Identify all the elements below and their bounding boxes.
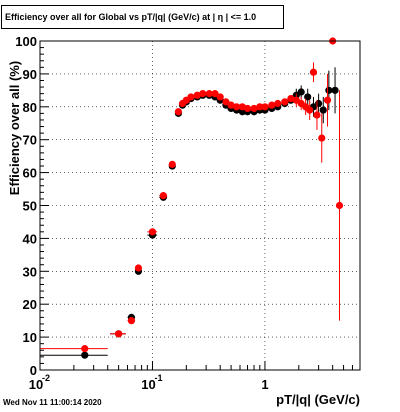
data-point: [148, 228, 157, 236]
y-tick-label: 50: [23, 199, 37, 214]
data-point: [335, 201, 344, 210]
y-tick-label: 30: [23, 264, 37, 279]
data-point: [287, 94, 295, 103]
data-point: [268, 101, 276, 109]
data-point: [115, 330, 123, 338]
data-point: [216, 93, 224, 101]
data-point: [227, 101, 235, 109]
data-point: [199, 90, 207, 98]
data-point: [306, 106, 314, 114]
data-point: [281, 98, 289, 106]
data-point: [168, 160, 176, 168]
data-point: [256, 103, 264, 111]
x-tick-exponent: -2: [42, 373, 50, 383]
data-point: [222, 98, 230, 106]
data-point: [319, 106, 327, 114]
data-point: [134, 264, 143, 272]
data-point: [313, 111, 321, 119]
timestamp: Wed Nov 11 11:00:14 2020: [3, 398, 102, 407]
data-point: [323, 96, 332, 104]
data-point: [238, 108, 246, 116]
y-tick-label: 60: [23, 166, 37, 181]
data-series: [40, 37, 344, 359]
series-0: [40, 67, 339, 359]
y-tick-label: 0: [30, 363, 37, 378]
data-point: [250, 104, 258, 113]
data-point: [205, 90, 213, 98]
y-tick-label: 100: [15, 34, 37, 49]
x-axis-title: pT/|q| (GeV/c): [276, 392, 360, 407]
y-tick-label: 20: [23, 297, 37, 312]
data-point: [297, 88, 305, 96]
data-point: [81, 351, 89, 359]
x-tick-label: 1: [261, 377, 268, 392]
data-point: [174, 108, 182, 116]
data-point: [127, 317, 136, 325]
chart-title: Efficiency over all for Global vs pT/|q|…: [1, 5, 284, 29]
y-tick-label: 10: [23, 330, 37, 345]
data-point: [81, 345, 89, 353]
data-point: [159, 192, 167, 200]
y-tick-label: 70: [23, 133, 37, 148]
x-tick-label: 10: [141, 377, 155, 392]
data-point: [211, 90, 219, 98]
data-point: [315, 99, 323, 108]
data-point: [274, 99, 282, 108]
y-tick-label: 80: [23, 100, 37, 115]
y-tick-label: 40: [23, 231, 37, 246]
data-point: [318, 134, 326, 142]
data-point: [325, 86, 333, 94]
data-point: [309, 68, 318, 76]
data-point: [331, 86, 339, 94]
axis-ticks: [39, 40, 353, 371]
data-point: [233, 103, 241, 111]
series-1: [40, 37, 344, 353]
grid-lines: [40, 41, 360, 370]
data-point: [187, 93, 195, 101]
data-point: [243, 104, 252, 113]
data-point: [193, 91, 201, 99]
y-tick-label: 90: [23, 67, 37, 82]
x-tick-exponent: -1: [154, 373, 162, 383]
y-axis-title: Efficiency over all (%): [7, 61, 22, 195]
x-tick-label: 10: [29, 377, 43, 392]
data-point: [261, 103, 269, 111]
